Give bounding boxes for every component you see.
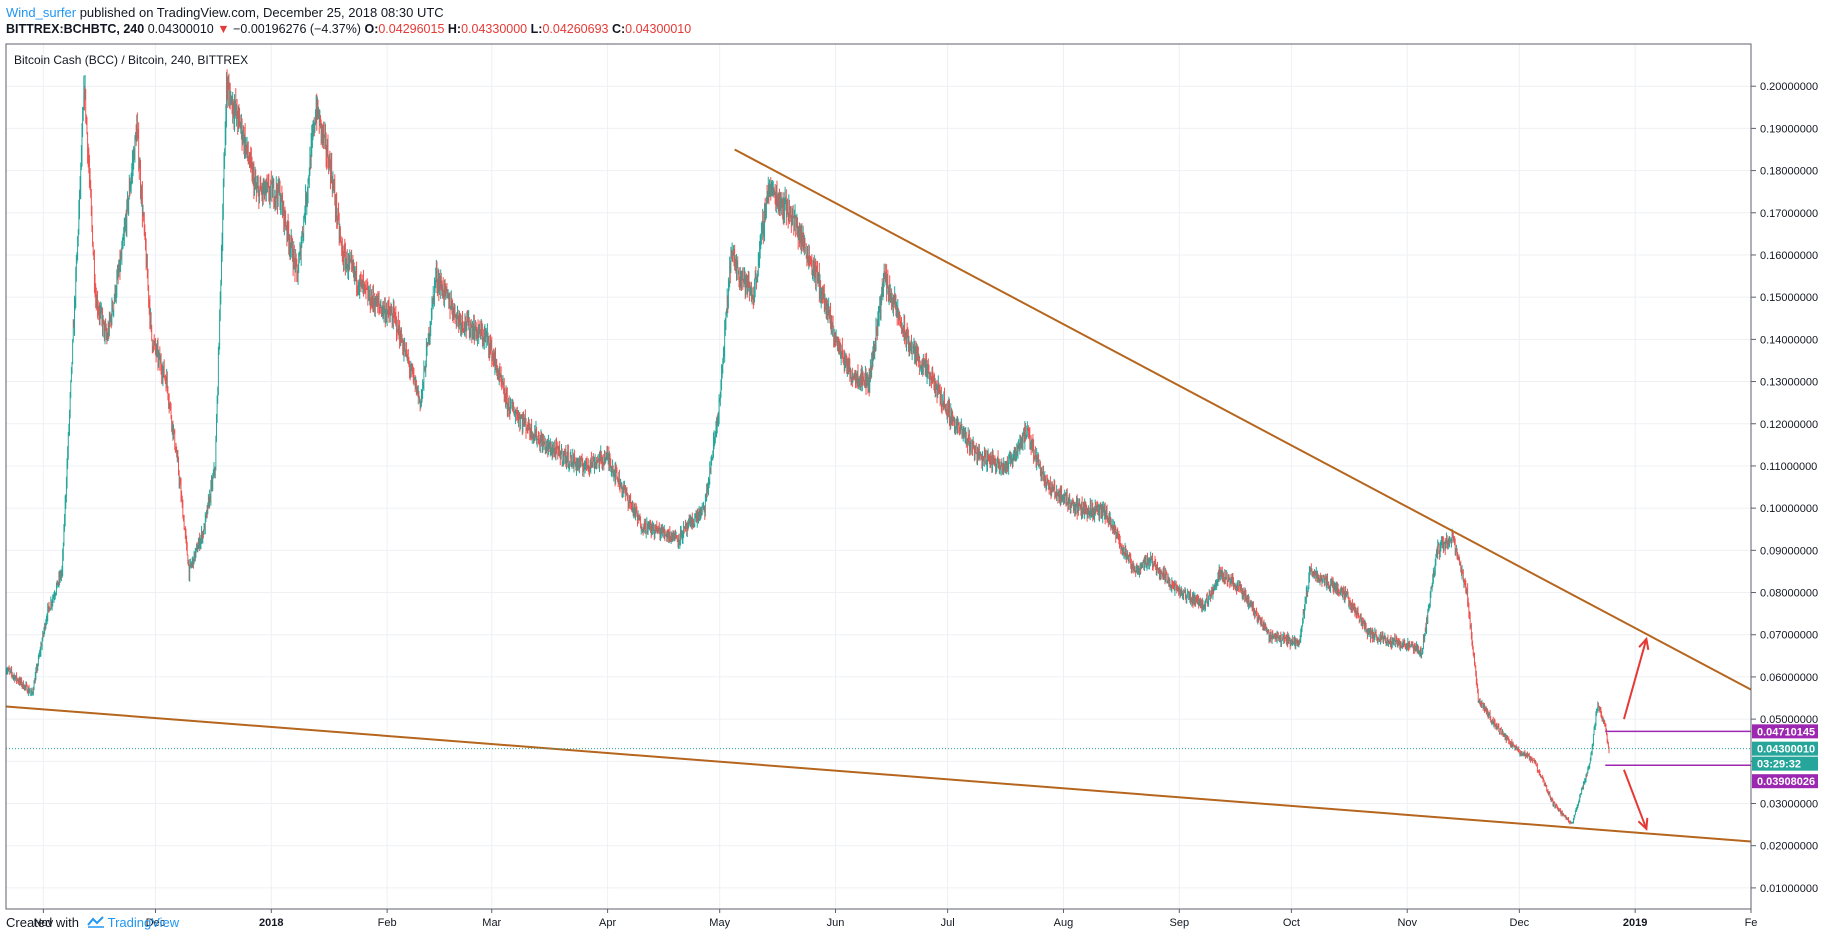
close-value: 0.04300010 bbox=[625, 22, 692, 36]
arrow-head-icon bbox=[1638, 636, 1650, 650]
level-label-bg bbox=[1752, 774, 1818, 789]
price-change: −0.00196276 (−4.37%) bbox=[233, 22, 361, 36]
tradingview-link[interactable]: TradingView bbox=[107, 915, 180, 930]
x-tick-label: 2018 bbox=[259, 917, 283, 929]
close-label: C: bbox=[611, 22, 626, 36]
published-text: published on TradingView.com, December 2… bbox=[79, 5, 444, 20]
x-tick-label: May bbox=[709, 917, 730, 929]
tradingview-logo-icon bbox=[86, 916, 104, 928]
y-tick-label: 0.07000000 bbox=[1760, 630, 1818, 642]
y-tick-label: 0.13000000 bbox=[1760, 377, 1818, 389]
y-tick-label: 0.19000000 bbox=[1760, 123, 1818, 135]
x-tick-label: Dec bbox=[146, 917, 166, 929]
chart-header: Wind_surfer published on TradingView.com… bbox=[0, 0, 1828, 44]
x-tick-label: Dec bbox=[1510, 917, 1530, 929]
grid bbox=[6, 44, 1751, 909]
trendline-support[interactable] bbox=[5, 705, 1752, 843]
x-tick-label: Mar bbox=[482, 917, 501, 929]
ohlc-bar: BITTREX:BCHBTC, 240 0.04300010 ▼ −0.0019… bbox=[6, 22, 691, 36]
publish-info: Wind_surfer published on TradingView.com… bbox=[6, 5, 444, 20]
y-tick-label: 0.20000000 bbox=[1760, 81, 1818, 93]
y-tick-label: 0.14000000 bbox=[1760, 334, 1818, 346]
x-tick-label: Jun bbox=[827, 917, 845, 929]
last-price-label: 0.04300010 bbox=[1757, 744, 1815, 756]
arrow[interactable] bbox=[1623, 769, 1648, 830]
x-tick-label: Oct bbox=[1283, 917, 1300, 929]
level-label: 0.03908026 bbox=[1757, 776, 1815, 788]
open-label: O: bbox=[364, 22, 379, 36]
price-axis[interactable]: 0.20000000 0.19000000 0.18000000 0.17000000… bbox=[1751, 81, 1818, 895]
countdown-label: 03:29:32 bbox=[1757, 759, 1801, 771]
low-value: 0.04260693 bbox=[542, 22, 609, 36]
y-tick-label: 0.12000000 bbox=[1760, 419, 1818, 431]
low-label: L: bbox=[530, 22, 543, 36]
open-value: 0.04296015 bbox=[378, 22, 445, 36]
y-tick-label: 0.06000000 bbox=[1760, 672, 1818, 684]
x-tick-label: Nov bbox=[1397, 917, 1417, 929]
y-tick-label: 0.10000000 bbox=[1760, 503, 1818, 515]
y-tick-label: 0.08000000 bbox=[1760, 588, 1818, 600]
level-label-bg bbox=[1752, 724, 1818, 739]
x-tick-label: Sep bbox=[1170, 917, 1190, 929]
high-label: H: bbox=[447, 22, 462, 36]
y-tick-label: 0.16000000 bbox=[1760, 250, 1818, 262]
created-with-text: Created with bbox=[6, 915, 79, 930]
arrow-head-icon bbox=[1637, 817, 1649, 831]
author-link[interactable]: Wind_surfer bbox=[6, 5, 77, 20]
y-tick-label: 0.01000000 bbox=[1760, 883, 1818, 895]
chart-title: Bitcoin Cash (BCC) / Bitcoin, 240, BITTR… bbox=[14, 53, 248, 67]
y-tick-label: 0.11000000 bbox=[1760, 461, 1817, 473]
y-tick-label: 0.17000000 bbox=[1760, 208, 1818, 220]
plot-frame bbox=[5, 43, 1752, 910]
level-label: 0.04710145 bbox=[1757, 726, 1815, 738]
y-tick-label: 0.09000000 bbox=[1760, 545, 1818, 557]
x-tick-label: Apr bbox=[599, 917, 616, 929]
price-labels: 0.04710145 0.04300010 03:29:32 0.03908026 bbox=[1752, 724, 1818, 789]
x-tick-label: Nov bbox=[34, 917, 54, 929]
y-tick-label: 0.02000000 bbox=[1760, 841, 1818, 853]
drawings bbox=[5, 148, 1752, 843]
last-price: 0.04300010 bbox=[147, 22, 214, 36]
x-tick-label: Aug bbox=[1054, 917, 1074, 929]
y-tick-label: 0.03000000 bbox=[1760, 799, 1818, 811]
change-down-icon: ▼ bbox=[217, 22, 230, 36]
last-price-label-bg bbox=[1752, 741, 1818, 756]
footer: Created with TradingView bbox=[6, 915, 179, 930]
x-tick-label: Fe bbox=[1745, 917, 1758, 929]
y-tick-label: 0.18000000 bbox=[1760, 166, 1818, 178]
arrow[interactable] bbox=[1622, 638, 1648, 720]
x-tick-label: Jul bbox=[941, 917, 955, 929]
trendline-resistance[interactable] bbox=[734, 148, 1752, 691]
symbol-label: BITTREX:BCHBTC, 240 bbox=[6, 22, 145, 36]
time-axis[interactable]: Nov Dec 2018 Feb Mar Apr May Jun Jul Aug Sep Oct Nov… bbox=[34, 909, 1758, 929]
x-tick-label: 2019 bbox=[1623, 917, 1647, 929]
candles bbox=[5, 69, 1610, 825]
y-tick-label: 0.05000000 bbox=[1760, 714, 1818, 726]
high-value: 0.04330000 bbox=[461, 22, 528, 36]
y-tick-label: 0.15000000 bbox=[1760, 292, 1818, 304]
countdown-label-bg bbox=[1752, 756, 1818, 771]
x-tick-label: Feb bbox=[378, 917, 397, 929]
